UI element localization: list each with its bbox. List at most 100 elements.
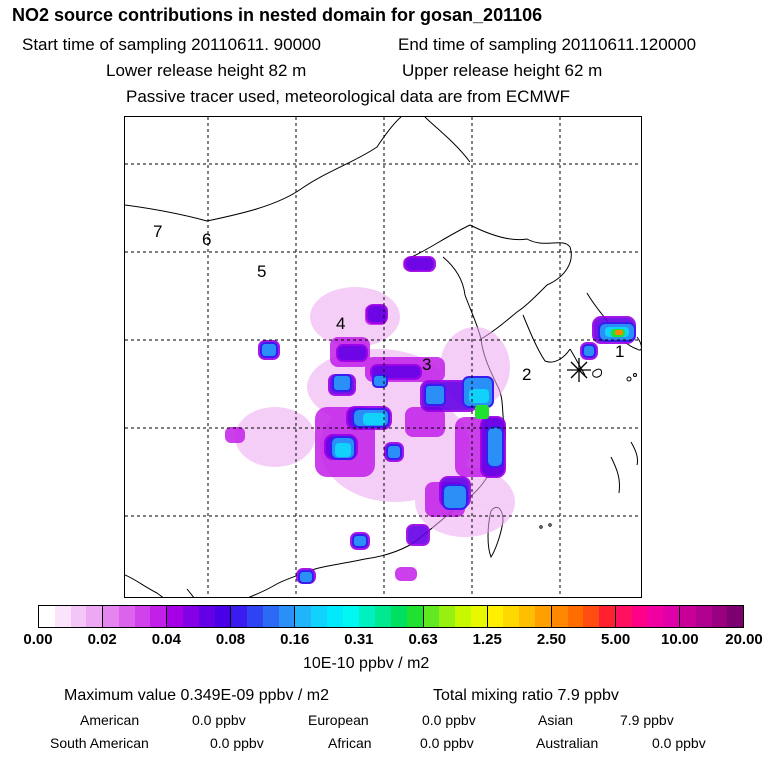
- colorbar-swatch: [70, 606, 87, 627]
- colorbar-swatch: [535, 606, 551, 627]
- colorbar-swatch: [54, 606, 71, 627]
- plot-title: NO2 source contributions in nested domai…: [12, 5, 543, 25]
- receptor-star-icon: [567, 358, 591, 382]
- source-australian-name: Australian: [536, 735, 599, 751]
- colorbar-swatch: [567, 606, 584, 627]
- colorbar-tick-label: 0.04: [151, 631, 181, 648]
- colorbar-swatch: [503, 606, 520, 627]
- colorbar-tick-label: 0.31: [344, 631, 374, 648]
- colorbar-swatch: [150, 606, 167, 627]
- colorbar-swatch: [278, 606, 295, 627]
- colorbar-tick-label: 1.25: [472, 631, 502, 648]
- colorbar-swatch: [439, 606, 456, 627]
- colorbar-swatch: [118, 606, 135, 627]
- region-label-1: 1: [615, 342, 624, 361]
- source-australian-value: 0.0 ppbv: [652, 735, 706, 751]
- source-european-name: European: [308, 712, 369, 728]
- colorbar-swatch: [599, 606, 615, 627]
- colorbar-swatch: [39, 606, 55, 627]
- colorbar-swatch: [663, 606, 679, 627]
- colorbar-tick-label: 0.63: [408, 631, 438, 648]
- colorbar-tick-label: 0.16: [280, 631, 310, 648]
- colorbar-swatch: [695, 606, 712, 627]
- colorbar-swatch: [311, 606, 327, 627]
- map-canvas: 1 2 3 4 5 6 7: [125, 117, 641, 597]
- colorbar-swatch: [679, 606, 696, 627]
- colorbar-swatch: [198, 606, 215, 627]
- colorbar-segment: [231, 606, 296, 627]
- region-label-4: 4: [336, 314, 345, 333]
- colorbar-tick-label: 0.00: [23, 631, 53, 648]
- upper-release-height: Upper release height 62 m: [402, 61, 603, 80]
- colorbar-swatch: [231, 606, 248, 627]
- region-label-6: 6: [202, 230, 211, 249]
- colorbar-swatch: [167, 606, 183, 627]
- colorbar-segment: [167, 606, 232, 627]
- colorbar-segment: [103, 606, 168, 627]
- source-south-american-name: South American: [50, 735, 149, 751]
- colorbar-segment: [615, 606, 680, 627]
- colorbar-swatch: [247, 606, 263, 627]
- source-asian-value: 7.9 ppbv: [620, 712, 674, 728]
- colorbar-swatch: [391, 606, 407, 627]
- region-label-5: 5: [257, 262, 266, 281]
- source-african-name: African: [328, 735, 372, 751]
- colorbar-segment: [551, 606, 616, 627]
- source-american-value: 0.0 ppbv: [192, 712, 246, 728]
- source-american-name: American: [80, 712, 140, 728]
- source-european-value: 0.0 ppbv: [422, 712, 476, 728]
- source-asian-name: Asian: [538, 712, 574, 728]
- colorbar-swatch: [326, 606, 343, 627]
- colorbar-swatch: [519, 606, 535, 627]
- colorbar-swatch: [470, 606, 487, 627]
- colorbar-segment: [295, 606, 360, 627]
- colorbar-swatch: [375, 606, 392, 627]
- colorbar-segment: [487, 606, 552, 627]
- start-time: Start time of sampling 20110611. 90000: [22, 35, 321, 54]
- map-panel: 1 2 3 4 5 6 7: [124, 116, 642, 598]
- total-mixing-ratio: Total mixing ratio 7.9 ppbv: [433, 687, 619, 704]
- colorbar-swatch: [295, 606, 312, 627]
- colorbar-tick-label: 0.02: [87, 631, 117, 648]
- colorbar-swatch: [551, 606, 568, 627]
- colorbar-swatch: [406, 606, 423, 627]
- colorbar-segment: [679, 606, 744, 627]
- colorbar-swatch: [727, 606, 744, 627]
- colorbar-tick-label: 5.00: [601, 631, 631, 648]
- colorbar-swatch: [647, 606, 664, 627]
- plume-field: [225, 256, 636, 584]
- colorbar-tick-label: 2.50: [536, 631, 567, 648]
- map-gridlines: [125, 117, 641, 597]
- maximum-value: Maximum value 0.349E-09 ppbv / m2: [64, 687, 330, 704]
- colorbar-segment: [359, 606, 424, 627]
- end-time: End time of sampling 20110611.120000: [398, 35, 697, 54]
- colorbar-swatch: [214, 606, 231, 627]
- colorbar-swatch: [103, 606, 119, 627]
- colorbar-swatch: [455, 606, 471, 627]
- colorbar-swatch: [262, 606, 279, 627]
- region-label-3: 3: [422, 355, 431, 374]
- region-label-7: 7: [153, 222, 162, 241]
- colorbar-swatch: [182, 606, 199, 627]
- colorbar-swatch: [711, 606, 728, 627]
- colorbar-swatch: [615, 606, 632, 627]
- colorbar-tick-label: 0.08: [215, 631, 246, 648]
- colorbar-swatch: [631, 606, 648, 627]
- region-label-2: 2: [522, 365, 531, 384]
- colorbar-segment: [39, 606, 104, 627]
- colorbar-swatch: [86, 606, 103, 627]
- colorbar-segment: [423, 606, 488, 627]
- colorbar-tick-label: 10.00: [661, 631, 699, 648]
- lower-release-height: Lower release height 82 m: [106, 61, 307, 80]
- source-african-value: 0.0 ppbv: [420, 735, 474, 751]
- colorbar-tick-label: 20.00: [725, 631, 763, 648]
- colorbar-swatch: [342, 606, 359, 627]
- colorbar-swatch: [359, 606, 376, 627]
- tracer-note: Passive tracer used, meteorological data…: [126, 87, 571, 106]
- colorbar-swatch: [487, 606, 504, 627]
- colorbar-units: 10E-10 ppbv / m2: [303, 655, 430, 672]
- source-south-american-value: 0.0 ppbv: [210, 735, 264, 751]
- colorbar: [38, 605, 744, 628]
- colorbar-swatch: [134, 606, 151, 627]
- colorbar-swatch: [583, 606, 600, 627]
